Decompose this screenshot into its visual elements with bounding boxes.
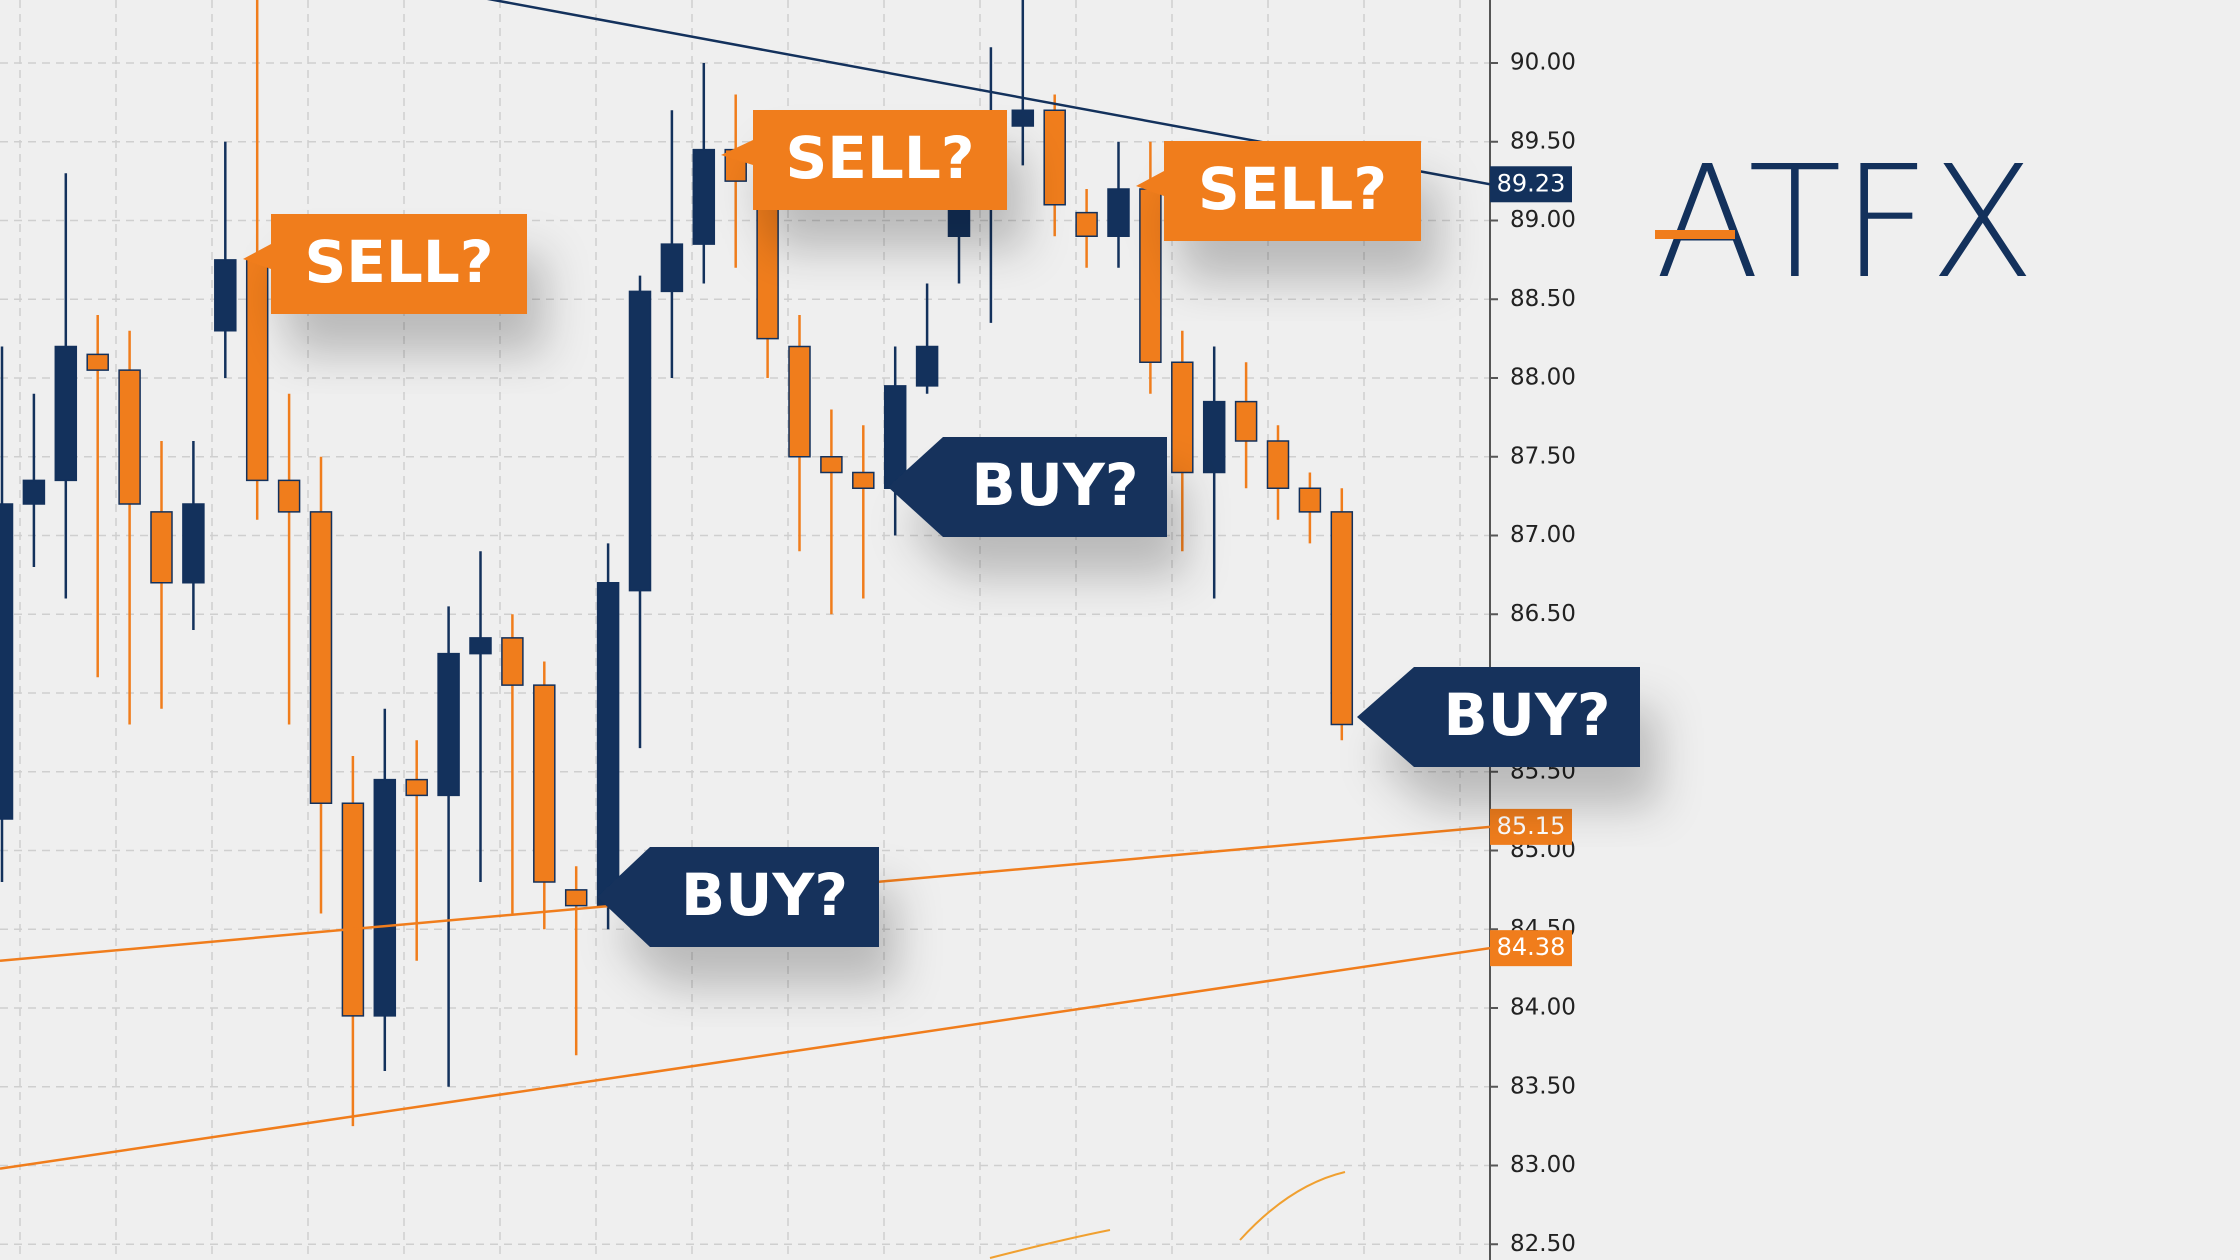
candle-body [277,479,301,513]
y-tick-label: 86.50 [1510,601,1576,627]
candle-body [1043,109,1066,206]
callout-shape [243,214,527,314]
callout-label: SELL? [305,228,494,296]
candle-body [469,637,492,655]
price-tag-label: 84.38 [1497,933,1566,961]
callout-shape [721,110,1007,210]
y-tick-label: 88.50 [1510,286,1576,312]
callout-label: SELL? [1198,155,1387,223]
candle-body [1266,440,1290,489]
price-tag [1490,808,1572,845]
candle-body [86,353,109,371]
y-tick-label: 87.00 [1510,522,1576,548]
y-tick-label: 88.00 [1510,365,1576,391]
callout-shape [597,847,879,947]
candle-body [1298,487,1322,513]
candle-body [915,345,939,387]
candle-body [852,471,875,489]
callout [597,847,879,947]
candle-body [54,345,78,482]
plot-area [0,0,1490,1170]
y-tick-label: 83.50 [1510,1073,1576,1099]
candle-body [1202,400,1226,474]
candle-body [820,456,843,474]
candle-body [1139,188,1162,363]
candle-body [1011,109,1035,127]
callout-label: BUY? [972,451,1139,519]
y-tick-label: 83.00 [1510,1152,1576,1178]
callout-label: BUY? [1444,681,1611,749]
candle-body [437,652,460,797]
price-tag [1490,166,1572,203]
y-tick-label: 89.00 [1510,207,1576,233]
candle-body [309,511,333,804]
callout [243,214,527,314]
y-tick-label: 90.00 [1510,50,1576,76]
price-tag [1490,930,1572,967]
candle-body [628,290,652,592]
candle-body [214,259,237,332]
candle-body [341,802,365,1017]
candle-body [1075,211,1098,237]
candle-body [405,778,428,797]
callout [888,437,1167,537]
indicator-curve [1239,1171,1346,1241]
price-tag-label: 85.15 [1497,812,1566,840]
price-tag-label: 89.23 [1497,169,1566,197]
y-tick-label: 84.00 [1510,995,1576,1021]
candle-body [1330,511,1354,726]
candle-body [0,503,14,820]
callout [1357,667,1640,767]
callout [721,110,1007,210]
trend-line [486,0,1490,186]
candle-body [788,345,811,458]
candle-body [501,637,524,686]
candle-body [564,889,588,907]
candle-body [22,479,46,505]
candle-body [596,582,620,907]
callout [1136,141,1421,241]
logo-bar [1655,230,1735,239]
logo: ATFX [1655,132,2035,313]
y-tick-label: 89.50 [1510,128,1576,154]
candle-body [883,385,907,489]
trend-line [0,946,1490,1170]
candle-body [1107,188,1130,237]
candle-body [1171,361,1194,474]
callouts: SELL? SELL? SELL? BUY? BUY? BUY? [243,110,1640,947]
candle-body [118,369,141,505]
callout-label: BUY? [681,861,848,929]
callout-shape [1357,667,1640,767]
callout-shape [888,437,1167,537]
candle-body [150,511,173,584]
candle-body [1234,400,1258,442]
y-tick-label: 87.50 [1510,443,1576,469]
axis-labels: 90.00 89.50 89.00 88.50 88.00 87.50 87.00 86.50… [1490,50,1576,1257]
candle-body [660,243,684,293]
logo-text: ATFX [1655,132,2035,313]
candle-body [182,503,205,584]
candle-body [692,148,716,245]
indicator-curve [989,1229,1111,1259]
candle-body [373,778,397,1017]
callout-shape [1136,141,1421,241]
y-tick-label: 82.50 [1510,1231,1576,1257]
candle-body [533,684,556,883]
candle-body [245,259,269,482]
callout-label: SELL? [786,124,975,192]
